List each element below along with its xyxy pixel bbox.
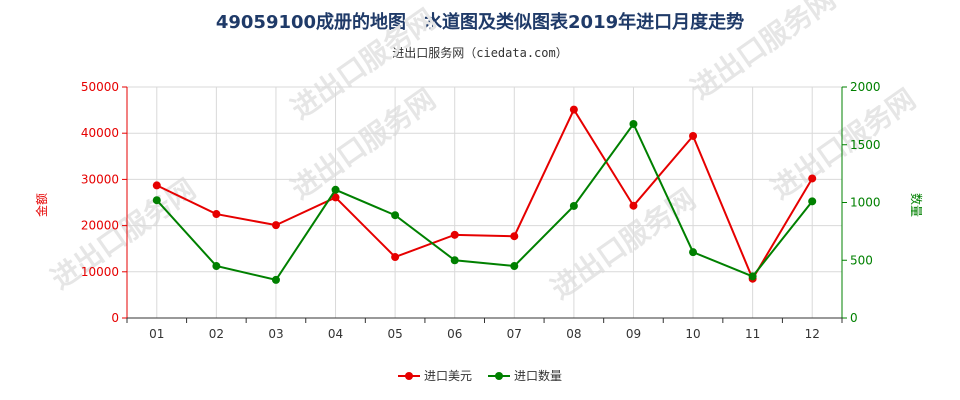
left-tick-label: 10000 [81,265,119,279]
right-tick-label: 2000 [850,80,881,94]
data-point-usd [271,221,280,230]
data-point-qty [510,262,519,271]
watermark-text: 进出口服务网 [685,0,842,106]
watermark-text: 进出口服务网 [45,172,202,295]
data-point-qty [450,256,459,265]
x-tick-label: 11 [745,327,760,341]
x-tick-label: 02 [209,327,224,341]
data-point-usd [450,230,459,239]
data-point-usd [152,181,161,190]
data-point-qty [808,197,817,206]
left-tick-label: 0 [111,311,119,325]
data-point-qty [569,201,578,210]
data-point-qty [689,248,698,257]
data-point-qty [748,272,757,281]
x-tick-label: 09 [626,327,641,341]
right-tick-label: 0 [850,311,858,325]
x-tick-label: 05 [387,327,402,341]
legend-marker [405,372,413,380]
left-tick-label: 40000 [81,126,119,140]
left-tick-label: 50000 [81,80,119,94]
data-point-qty [271,275,280,284]
x-tick-label: 01 [149,327,164,341]
data-point-usd [391,253,400,262]
legend-label: 进口数量 [514,368,562,383]
data-point-usd [331,193,340,202]
chart-title: 49059100成册的地图、水道图及类似图表2019年进口月度走势 [215,12,745,33]
data-point-usd [689,131,698,140]
data-point-qty [629,119,638,128]
watermark-text: 进出口服务网 [765,82,922,205]
right-tick-label: 1500 [850,138,881,152]
x-tick-label: 08 [566,327,581,341]
left-tick-label: 30000 [81,172,119,186]
x-tick-label: 04 [328,327,343,341]
watermark-text: 进出口服务网 [545,182,702,305]
right-tick-label: 1000 [850,196,881,210]
x-tick-label: 06 [447,327,462,341]
data-point-usd [510,232,519,241]
left-tick-label: 20000 [81,219,119,233]
chart-subtitle: 进出口服务网（ciedata.com） [392,46,568,60]
legend-marker [495,372,503,380]
data-point-qty [212,262,221,271]
series-line-usd [156,107,814,281]
data-point-usd [212,210,221,219]
series-line-qty [156,121,813,282]
right-tick-label: 500 [850,253,873,267]
data-point-qty [152,196,161,205]
legend-label: 进口美元 [424,369,472,383]
data-point-usd [808,174,817,183]
data-point-usd [629,201,638,210]
data-point-qty [331,185,340,194]
left-axis-title: 金额 [34,193,49,217]
x-tick-label: 12 [805,327,820,341]
data-point-usd [569,105,578,114]
x-tick-label: 03 [268,327,283,341]
x-tick-label: 07 [507,327,522,341]
data-point-qty [391,211,400,220]
x-tick-label: 10 [685,327,700,341]
right-axis-title: 数量 [909,193,924,217]
